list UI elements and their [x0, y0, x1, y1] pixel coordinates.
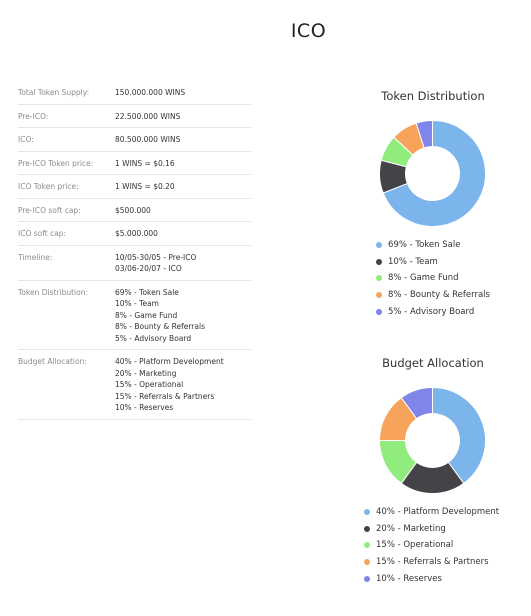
legend-item: 40% - Platform Development [364, 504, 499, 521]
legend-label: 10% - Reserves [376, 573, 442, 584]
legend-item: 20% - Marketing [364, 521, 499, 538]
legend-label: 69% - Token Sale [388, 240, 461, 251]
info-row-label: Pre-ICO: [18, 111, 49, 121]
info-row-value: 1 WINS = $0.16 [115, 158, 251, 170]
info-row-label: ICO soft cap: [18, 229, 67, 238]
info-row-value-line: 69% - Token Sale [115, 287, 179, 297]
info-row: Timeline: 10/05-30/05 - Pre-ICO 03/06-20/0… [18, 246, 251, 281]
info-row-label: Token Distribution: [18, 287, 89, 297]
legend-label: 15% - Operational [376, 540, 454, 551]
legend-dot-icon [364, 509, 370, 516]
legend-dot-icon [376, 275, 382, 282]
token-distribution-title: Token Distribution [381, 89, 485, 103]
info-row-value-line: 5% - Advisory Board [115, 333, 192, 343]
info-row-value-line: 15% - Referrals & Partners [115, 391, 215, 401]
token-distribution-donut [379, 120, 486, 227]
info-row: Pre-ICO soft cap: $500.000 [18, 199, 251, 222]
info-row: ICO soft cap: $5.000.000 [18, 222, 251, 246]
info-row-value: 22.500.000 WINS [115, 111, 251, 123]
info-row-value-line: 22.500.000 WINS [115, 111, 181, 121]
token-distribution-slice-token-sale [382, 120, 486, 227]
info-row-value-line: $500.000 [115, 205, 151, 215]
info-row-value-line: 15% - Operational [115, 380, 184, 389]
budget-allocation-legend: 40% - Platform Development 20% - Marketin… [364, 504, 499, 587]
info-row-value-line: 10% - Reserves [115, 403, 174, 412]
legend-label: 8% - Game Fund [388, 273, 459, 284]
info-row-value-line: 150.000.000 WINS [115, 88, 186, 97]
legend-label: 10% - Team [388, 256, 438, 267]
legend-label: 40% - Platform Development [376, 507, 500, 518]
info-row-value-line: 20% - Marketing [115, 368, 177, 378]
legend-label: 20% - Marketing [376, 523, 446, 534]
legend-item: 5% - Advisory Board [376, 303, 490, 320]
info-row-value: $5.000.000 [115, 228, 251, 240]
info-row-value-line: 40% - Platform Development [115, 357, 224, 366]
legend-label: 8% - Bounty & Referrals [388, 290, 490, 301]
info-row: Budget Allocation: 40% - Platform Develop… [18, 350, 251, 420]
legend-dot-icon [364, 525, 370, 532]
legend-item: 15% - Referrals & Partners [364, 554, 499, 571]
budget-allocation-title: Budget Allocation [382, 356, 484, 370]
info-row-value: 10/05-30/05 - Pre-ICO 03/06-20/07 - ICO [115, 252, 251, 275]
budget-allocation-slice-platform-development [432, 387, 486, 485]
info-row-value-line: 1 WINS = $0.20 [115, 182, 175, 191]
info-row-value: 1 WINS = $0.20 [115, 181, 251, 193]
token-distribution-slice-advisory-board [415, 120, 433, 149]
legend-label: 15% - Referrals & Partners [376, 557, 489, 568]
info-row-value: 69% - Token Sale 10% - Team 8% - Game Fund… [115, 287, 251, 345]
info-row: Token Distribution: 69% - Token Sale 10% -… [18, 281, 251, 350]
legend-dot-icon [376, 242, 382, 249]
legend-item: 10% - Team [376, 254, 490, 271]
info-row-value-line: 8% - Game Fund [115, 310, 178, 320]
info-row-label: Timeline: [18, 252, 53, 262]
info-row-value-line: 10% - Team [115, 299, 159, 308]
ico-info-table: Total Token Supply: 150.000.000 WINS Pre-I… [18, 81, 251, 420]
info-row-value-line: $5.000.000 [115, 229, 158, 238]
info-row-value-line: 03/06-20/07 - ICO [115, 264, 182, 273]
legend-dot-icon [364, 542, 370, 549]
info-row-value-line: 80.500.000 WINS [115, 135, 181, 144]
legend-label: 5% - Advisory Board [388, 306, 475, 317]
legend-item: 69% - Token Sale [376, 237, 490, 254]
legend-item: 10% - Reserves [364, 570, 499, 587]
info-row-value: 40% - Platform Development 20% - Marketin… [115, 356, 251, 414]
info-row-value: 80.500.000 WINS [115, 134, 251, 146]
info-row: ICO Token price: 1 WINS = $0.20 [18, 175, 251, 199]
legend-dot-icon [364, 559, 370, 566]
info-row-value-line: 8% - Bounty & Referrals [115, 322, 205, 331]
legend-dot-icon [376, 308, 382, 315]
info-row: Pre-ICO Token price: 1 WINS = $0.16 [18, 152, 251, 175]
legend-item: 8% - Bounty & Referrals [376, 287, 490, 304]
info-row-value-line: 10/05-30/05 - Pre-ICO [115, 252, 197, 262]
legend-dot-icon [376, 292, 382, 299]
info-row-value: $500.000 [115, 205, 251, 217]
info-row-label: ICO Token price: [18, 182, 79, 191]
page-title: ICO [290, 20, 327, 42]
info-row-label: ICO: [18, 135, 34, 144]
info-row-label: Budget Allocation: [18, 357, 87, 366]
info-row-label: Total Token Supply: [18, 88, 90, 97]
legend-item: 15% - Operational [364, 537, 499, 554]
legend-item: 8% - Game Fund [376, 270, 490, 287]
info-row-value-line: 1 WINS = $0.16 [115, 158, 175, 168]
token-distribution-legend: 69% - Token Sale 10% - Team 8% - Game Fund… [376, 237, 490, 320]
legend-dot-icon [376, 258, 382, 265]
info-row: Pre-ICO: 22.500.000 WINS [18, 105, 251, 128]
info-row-label: Pre-ICO soft cap: [18, 205, 81, 215]
budget-allocation-donut [379, 387, 486, 494]
info-row: Total Token Supply: 150.000.000 WINS [18, 81, 251, 105]
legend-dot-icon [364, 575, 370, 582]
info-row-label: Pre-ICO Token price: [18, 158, 94, 168]
info-row: ICO: 80.500.000 WINS [18, 128, 251, 152]
budget-allocation-slice-reserves [400, 387, 433, 420]
info-row-value: 150.000.000 WINS [115, 87, 251, 99]
